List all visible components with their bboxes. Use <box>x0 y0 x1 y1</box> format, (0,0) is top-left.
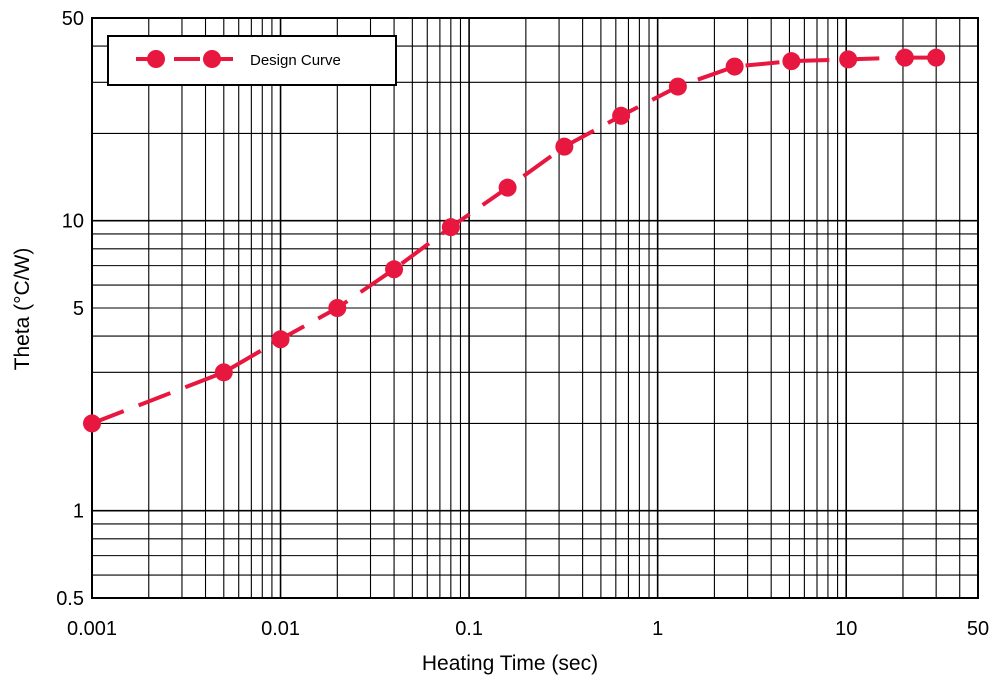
data-point <box>328 299 347 317</box>
data-point <box>725 57 744 76</box>
data-point <box>927 48 946 67</box>
plot-frame <box>91 17 979 599</box>
data-point <box>83 414 101 433</box>
y-tick-label: 1 <box>73 501 84 523</box>
data-point <box>271 330 290 349</box>
data-point <box>214 363 233 382</box>
y-tick-label: 0.5 <box>56 588 84 610</box>
x-tick-label: 0.01 <box>261 618 300 640</box>
legend-label: Design Curve <box>250 52 341 69</box>
data-point <box>668 77 687 96</box>
data-point <box>612 106 631 125</box>
series-layer <box>83 48 946 433</box>
legend-marker <box>203 50 221 68</box>
x-tick-label: 10 <box>835 618 857 640</box>
legend-marker <box>147 50 165 68</box>
y-tick-labels: 0.5 1 5 10 50 <box>56 8 84 610</box>
x-tick-label: 0.001 <box>67 618 117 640</box>
data-point <box>555 137 574 156</box>
x-tick-labels: 0.001 0.01 0.1 1 10 50 <box>67 618 989 640</box>
data-point <box>839 50 858 69</box>
data-point <box>498 178 517 197</box>
data-point <box>895 48 914 67</box>
x-axis-label: Heating Time (sec) <box>422 652 598 675</box>
data-point <box>441 218 460 237</box>
grid-minor-lines <box>92 17 979 599</box>
data-point <box>782 52 801 71</box>
y-tick-label: 50 <box>62 8 84 30</box>
y-tick-label: 10 <box>62 211 84 233</box>
x-tick-label: 50 <box>967 618 989 640</box>
legend: Design Curve <box>107 35 397 86</box>
y-axis-label: Theta (°C/W) <box>11 248 34 371</box>
x-tick-label: 0.1 <box>455 618 483 640</box>
x-tick-label: 1 <box>652 618 663 640</box>
y-tick-label: 5 <box>73 298 84 320</box>
data-point <box>385 260 404 279</box>
